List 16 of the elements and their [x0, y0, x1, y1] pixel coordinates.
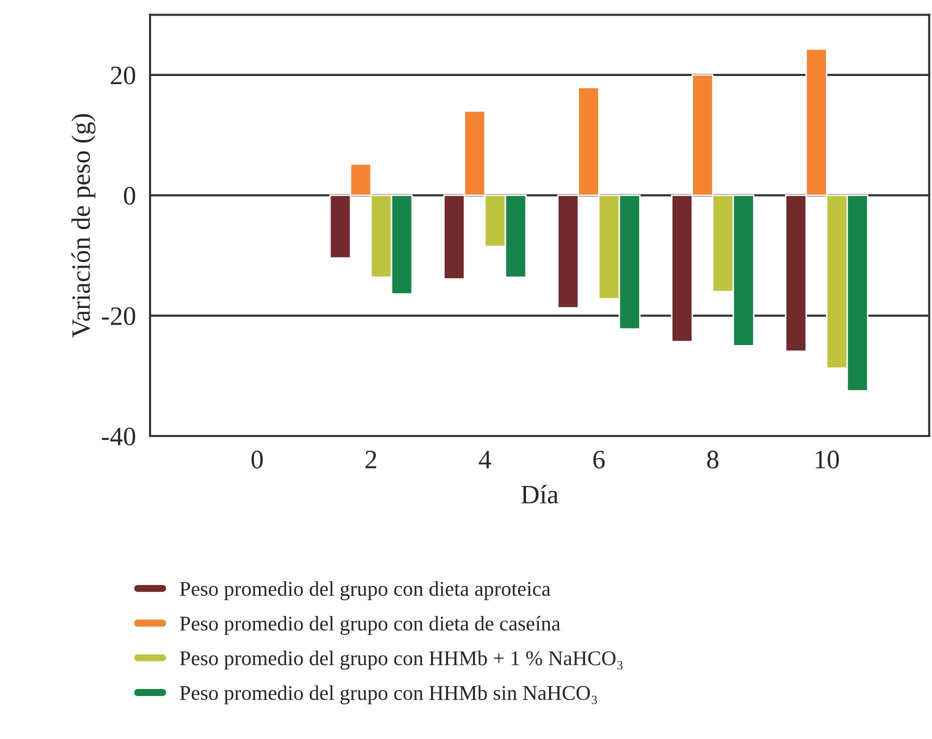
- x-tick-label: 8: [707, 450, 718, 468]
- y-tick-label: 0: [124, 186, 136, 205]
- x-tick-label: 2: [366, 450, 376, 468]
- x-tick-label: 4: [478, 450, 492, 468]
- legend-label: Peso promedio del grupo con HHMb + 1 % NaHCO₃: [180, 650, 623, 670]
- x-tick-label: 10: [816, 450, 839, 468]
- y-tick-label: -40: [102, 428, 136, 446]
- y-tick-label: -20: [102, 307, 136, 326]
- legend-label: Peso promedio del grupo con dieta aproteica: [180, 581, 550, 600]
- y-tick-label: 20: [110, 66, 136, 84]
- x-axis-title: Día: [521, 484, 558, 504]
- legend-label: Peso promedio del grupo con HHMb sin NaHCO₃: [180, 685, 597, 704]
- x-tick-label: 0: [252, 450, 263, 468]
- legend-label: Peso promedio del grupo con dieta de caseína: [180, 616, 560, 635]
- x-tick-label: 6: [593, 450, 605, 468]
- y-axis-title: Variación de peso (g): [71, 114, 96, 338]
